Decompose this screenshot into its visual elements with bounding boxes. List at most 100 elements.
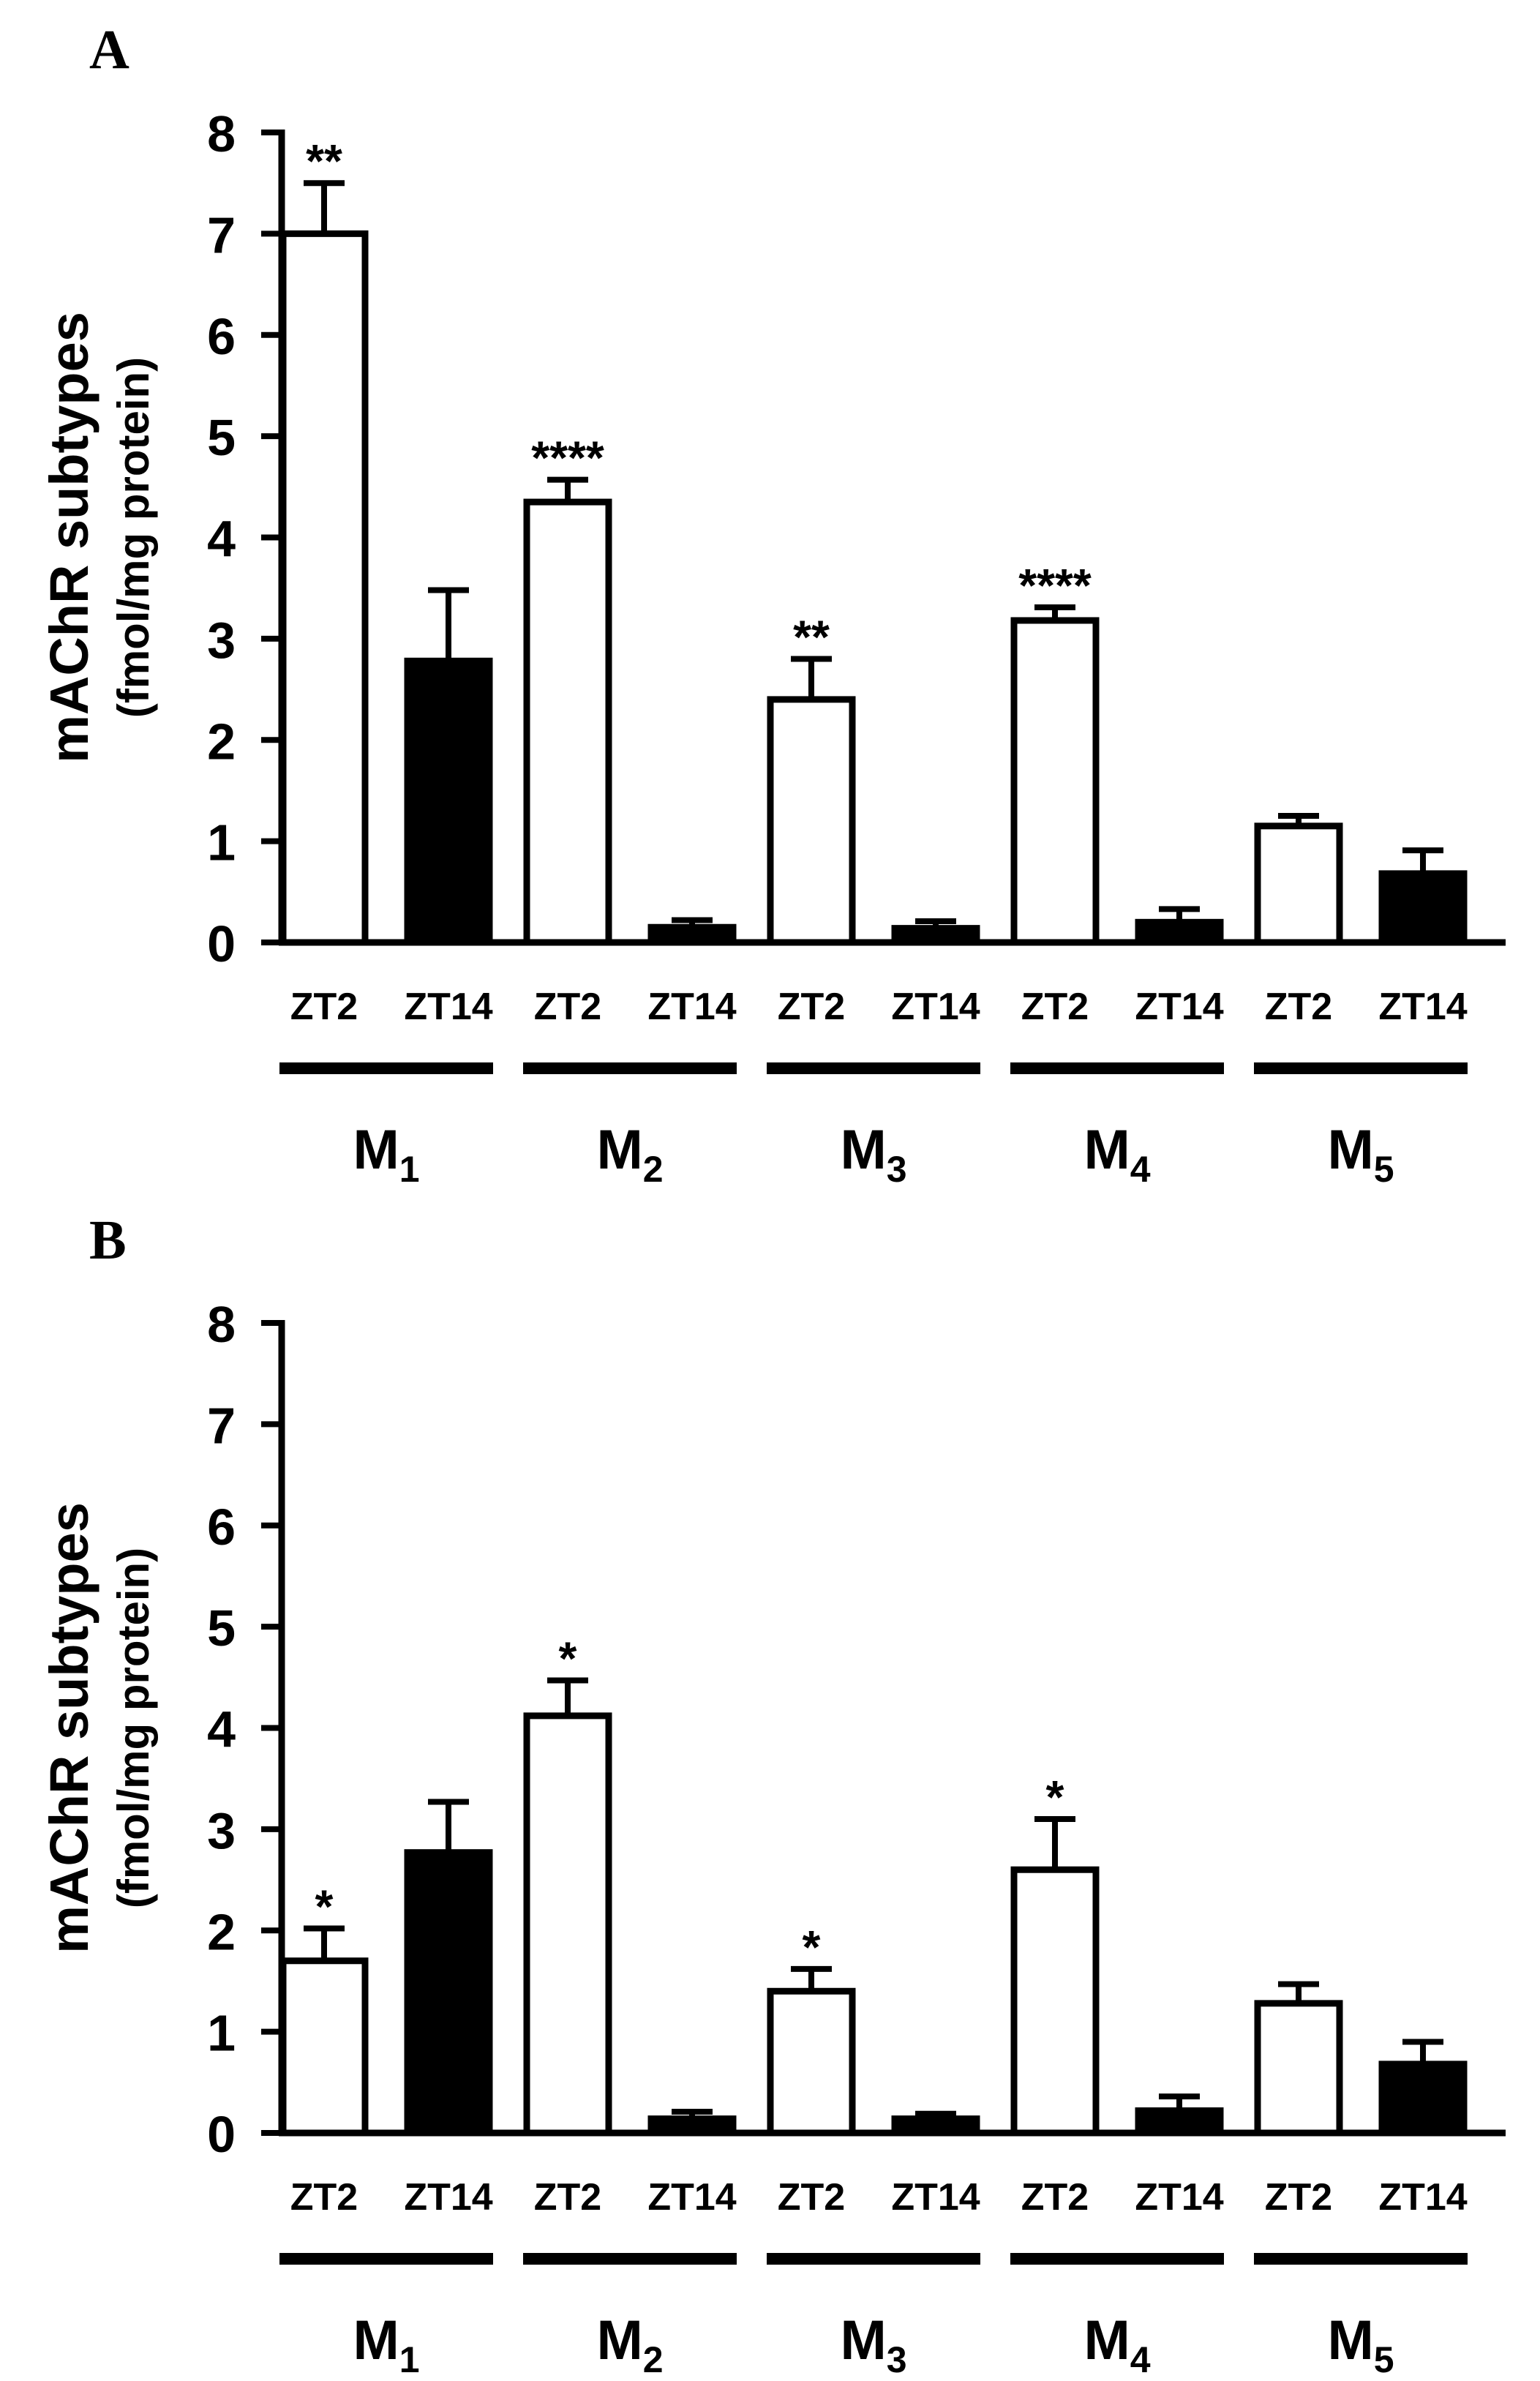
y-tick-label: 2 — [207, 713, 236, 770]
bar-m2-zt14 — [647, 923, 737, 946]
category-label: ZT2 — [534, 2176, 601, 2219]
y-tick-label: 8 — [207, 1296, 236, 1353]
y-tick-label: 3 — [207, 612, 236, 669]
group-label: M5 — [1327, 1119, 1394, 1190]
bar-m1-zt14 — [404, 657, 493, 946]
bar-m2-zt14 — [647, 2115, 737, 2137]
group-label-subscript: 2 — [643, 1149, 664, 1190]
category-label: ZT2 — [534, 986, 601, 1028]
bar-m4-zt2 — [1010, 617, 1100, 946]
bar-m1-zt14 — [404, 1849, 493, 2137]
category-label: ZT14 — [891, 2176, 980, 2219]
group-label-subscript: 3 — [887, 1149, 907, 1190]
group-label-main: M — [840, 2309, 886, 2371]
category-label: ZT14 — [891, 986, 980, 1028]
bar-m5-zt14 — [1378, 870, 1468, 946]
category-label: ZT2 — [778, 986, 845, 1028]
group-label-subscript: 3 — [887, 2339, 907, 2380]
group-label-main: M — [1327, 2309, 1373, 2371]
group-label-main: M — [840, 1119, 886, 1181]
bar-m3-zt2 — [767, 1987, 856, 2137]
bar-m1-zt2 — [279, 230, 369, 946]
category-label: ZT2 — [290, 986, 358, 1028]
category-label: ZT14 — [1135, 2176, 1223, 2219]
y-tick-label: 7 — [207, 206, 236, 263]
y-tick-label: 0 — [207, 2106, 236, 2163]
y-axis-subtitle: (fmol/mg protein) — [109, 1548, 158, 1908]
group-label-subscript: 1 — [399, 2339, 420, 2380]
bar-m5-zt2 — [1254, 822, 1343, 946]
significance-label: **** — [531, 432, 604, 484]
group-label-subscript: 2 — [643, 2339, 664, 2380]
significance-label: * — [1046, 1771, 1064, 1823]
category-label: ZT2 — [1021, 986, 1089, 1028]
bar-m2-zt2 — [523, 498, 612, 946]
panel-label: A — [89, 19, 129, 80]
significance-label: **** — [1018, 559, 1092, 612]
panel-label: B — [89, 1210, 127, 1271]
group-label-main: M — [1083, 2309, 1130, 2371]
group-label-subscript: 1 — [399, 1149, 420, 1190]
bar-m4-zt14 — [1135, 918, 1224, 946]
group-label-main: M — [353, 2309, 399, 2371]
bar-m3-zt2 — [767, 696, 856, 946]
group-label: M2 — [596, 2309, 663, 2380]
category-label: ZT14 — [647, 2176, 736, 2219]
category-label: ZT2 — [1265, 986, 1332, 1028]
y-tick-label: 4 — [207, 1701, 236, 1758]
bar-m1-zt2 — [279, 1957, 369, 2137]
group-label-subscript: 4 — [1130, 2339, 1151, 2380]
significance-label: ** — [306, 135, 342, 187]
y-tick-label: 1 — [207, 814, 236, 871]
y-axis-subtitle: (fmol/mg protein) — [109, 357, 158, 718]
group-label-main: M — [1327, 1119, 1373, 1181]
group-label-main: M — [596, 2309, 642, 2371]
category-label: ZT14 — [404, 986, 492, 1028]
significance-label: * — [803, 1921, 821, 1973]
y-tick-label: 2 — [207, 1903, 236, 1960]
bar-m5-zt2 — [1254, 2000, 1343, 2137]
group-label-subscript: 5 — [1374, 1149, 1394, 1190]
group-label: M4 — [1083, 1119, 1150, 1190]
group-label-subscript: 4 — [1130, 1149, 1151, 1190]
group-label: M1 — [353, 1119, 419, 1190]
y-tick-label: 5 — [207, 1600, 236, 1657]
group-label: M5 — [1327, 2309, 1394, 2380]
significance-label: * — [559, 1632, 577, 1684]
bar-m5-zt14 — [1378, 2061, 1468, 2137]
category-label: ZT2 — [1021, 2176, 1089, 2219]
group-label-main: M — [353, 1119, 399, 1181]
category-label: ZT14 — [404, 2176, 492, 2219]
category-label: ZT14 — [1135, 986, 1223, 1028]
category-label: ZT2 — [290, 2176, 358, 2219]
y-tick-label: 3 — [207, 1802, 236, 1859]
category-label: ZT14 — [1378, 2176, 1467, 2219]
y-axis-title: mAChR subtypes — [39, 1502, 99, 1954]
group-label: M4 — [1083, 2309, 1150, 2380]
significance-label: ** — [793, 611, 830, 664]
bar-m2-zt2 — [523, 1712, 612, 2137]
y-tick-label: 0 — [207, 915, 236, 972]
group-label: M2 — [596, 1119, 663, 1190]
category-label: ZT14 — [647, 986, 736, 1028]
y-tick-label: 6 — [207, 1499, 236, 1556]
category-label: ZT2 — [778, 2176, 845, 2219]
group-label-subscript: 5 — [1374, 2339, 1394, 2380]
bar-m3-zt14 — [891, 2115, 980, 2137]
group-label: M3 — [840, 2309, 906, 2380]
significance-label: * — [315, 1880, 334, 1932]
y-tick-label: 6 — [207, 308, 236, 365]
bar-m3-zt14 — [891, 925, 980, 946]
category-label: ZT2 — [1265, 2176, 1332, 2219]
group-label: M1 — [353, 2309, 419, 2380]
y-tick-label: 8 — [207, 105, 236, 162]
group-label-main: M — [596, 1119, 642, 1181]
y-axis-title: mAChR subtypes — [39, 312, 99, 763]
y-tick-label: 5 — [207, 409, 236, 466]
bar-m4-zt2 — [1010, 1866, 1100, 2137]
bar-m4-zt14 — [1135, 2107, 1224, 2137]
